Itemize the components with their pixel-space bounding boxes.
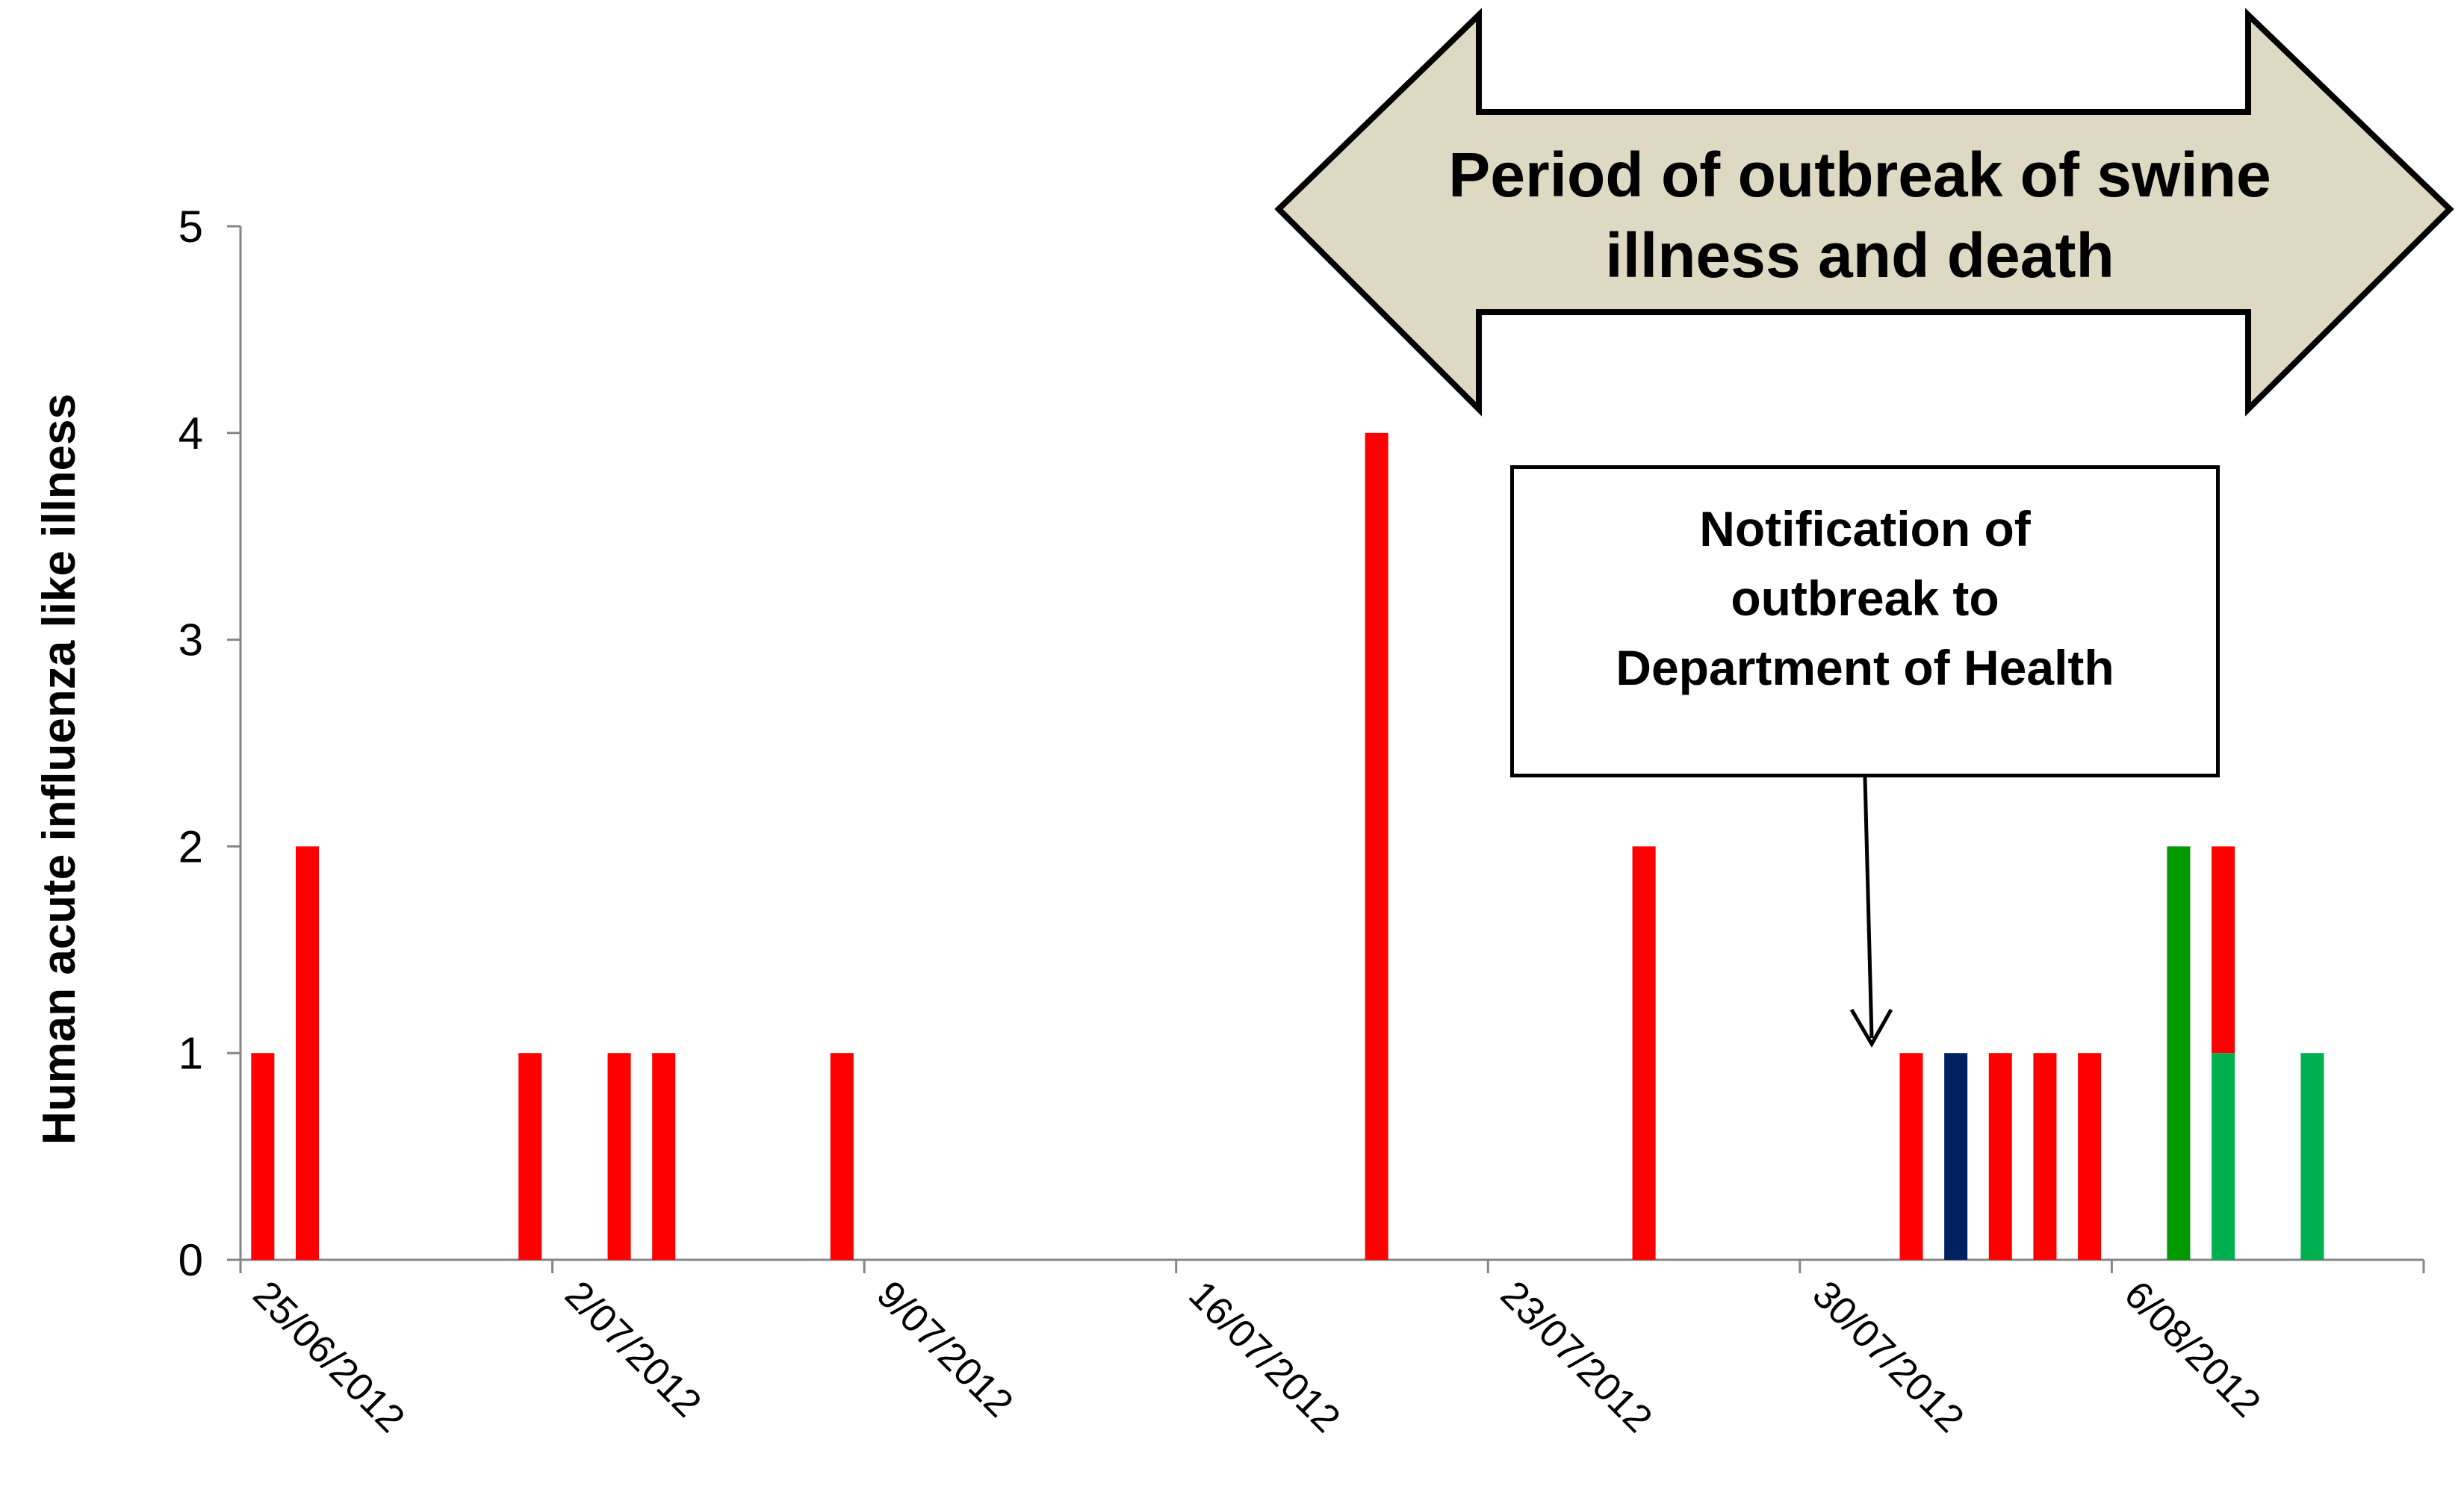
bar: [2212, 846, 2235, 1054]
bar: [295, 846, 319, 1260]
notification-arrow-line: [1863, 777, 1874, 1039]
notification-arrowhead: [1849, 1008, 1893, 1048]
notification-line-2: outbreak to: [1731, 571, 1999, 626]
notification-line-3: Department of Health: [1616, 640, 2114, 695]
outbreak-period-arrow: [1274, 7, 2454, 417]
bar: [1365, 432, 1388, 1260]
bar: [1988, 1053, 2012, 1260]
x-tick-label: 6/08/2012: [2116, 1273, 2269, 1426]
bar: [2167, 846, 2191, 1260]
bar: [1899, 1053, 1923, 1260]
notification-box: Notification of outbreak to Department o…: [1510, 465, 2220, 777]
y-tick-label: 1: [179, 1028, 203, 1078]
bar: [830, 1053, 854, 1260]
bar: [652, 1053, 676, 1260]
bar: [1632, 846, 1656, 1260]
chart-bars: [251, 432, 2324, 1260]
y-axis-title: Human acute influenza like illness: [34, 394, 85, 1145]
bar: [518, 1053, 542, 1260]
x-tick-label: 2/07/2012: [556, 1273, 710, 1426]
bar: [2212, 1053, 2235, 1260]
y-tick-label: 0: [179, 1235, 203, 1285]
bar: [2078, 1053, 2102, 1260]
bar: [607, 1053, 631, 1260]
outbreak-period-label: Period of outbreak of swine illness and …: [1419, 134, 2300, 296]
x-tick-label: 30/07/2012: [1804, 1273, 1972, 1441]
outbreak-period-line-1: Period of outbreak of swine: [1448, 140, 2271, 210]
y-tick-label: 5: [179, 202, 203, 252]
bar: [2033, 1053, 2057, 1260]
y-tick-label: 3: [179, 615, 203, 665]
bar: [2300, 1053, 2324, 1260]
x-tick-label: 16/07/2012: [1180, 1273, 1348, 1441]
x-tick-label: 9/07/2012: [869, 1273, 1022, 1426]
notification-line-1: Notification of: [1699, 501, 2031, 556]
bar: [1944, 1053, 1968, 1260]
y-tick-label: 4: [179, 408, 203, 459]
bar: [251, 1053, 275, 1260]
outbreak-period-line-2: illness and death: [1605, 220, 2114, 290]
y-tick-label: 2: [179, 821, 203, 871]
x-tick-label: 23/07/2012: [1492, 1273, 1660, 1441]
x-tick-label: 25/06/2012: [245, 1273, 413, 1441]
